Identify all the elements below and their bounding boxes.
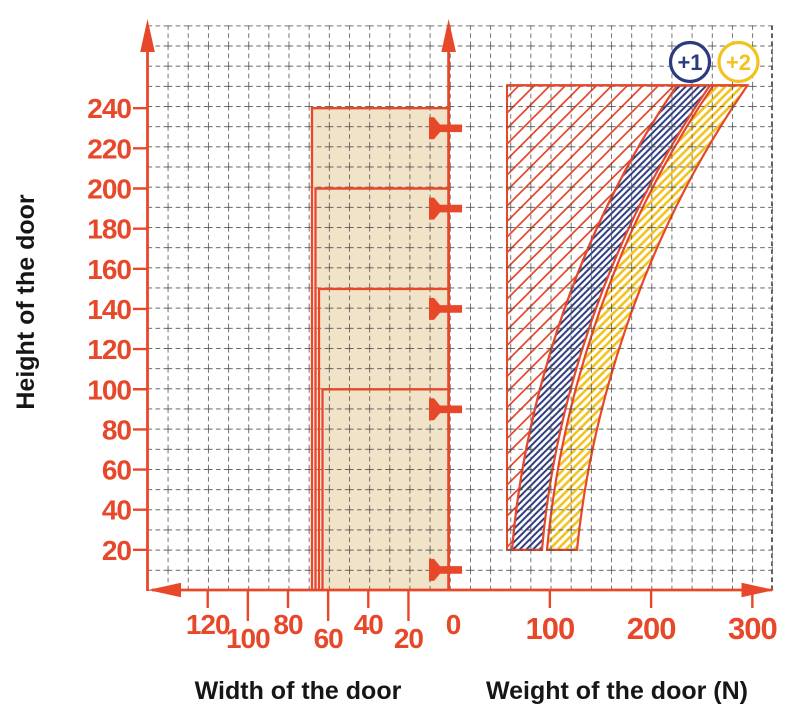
weight-tick-label: 100 [525, 611, 574, 646]
badge-plus1-label: +1 [677, 50, 702, 75]
height-tick-label: 160 [87, 254, 131, 285]
height-tick-label: 20 [102, 535, 132, 566]
up-arrow-icon [140, 19, 155, 52]
width-tick-label: 20 [394, 623, 424, 654]
right-arrow-icon [741, 582, 775, 598]
height-tick-label: 140 [87, 294, 131, 325]
height-tick-label: 240 [87, 93, 131, 124]
width-tick-label: 40 [354, 609, 384, 640]
width-axis-ticks [206, 590, 410, 621]
bottom-axis [148, 582, 775, 621]
zero-axis [441, 19, 456, 591]
width-tick-labels: 120 100 80 60 40 20 0 [186, 609, 462, 654]
height-axis-ticks [133, 107, 148, 552]
weight-tick-label: 300 [728, 611, 777, 646]
height-tick-label: 40 [102, 495, 132, 526]
width-tick-label: 100 [226, 623, 270, 654]
badge-plus2-label: +2 [726, 50, 751, 75]
height-tick-label: 220 [87, 133, 131, 164]
height-axis [133, 19, 155, 591]
height-tick-label: 100 [87, 374, 131, 405]
height-tick-label: 180 [87, 214, 131, 245]
height-tick-labels: 240 220 200 180 160 140 120 100 80 60 40… [87, 93, 132, 566]
badge-plus2: +2 [717, 40, 760, 84]
width-tick-label: 120 [186, 609, 230, 640]
height-tick-label: 120 [87, 334, 131, 365]
height-axis-title: Height of the door [12, 194, 40, 410]
badge-plus1: +1 [668, 40, 712, 84]
weight-tick-label: 200 [627, 611, 676, 646]
width-tick-label: 0 [446, 609, 461, 640]
height-tick-label: 200 [87, 174, 131, 205]
height-tick-label: 60 [102, 455, 132, 486]
width-axis-title: Width of the door [195, 677, 402, 705]
weight-tick-labels: 100 200 300 [525, 611, 777, 646]
width-tick-label: 80 [273, 609, 303, 640]
weight-axis-title: Weight of the door (N) [486, 677, 748, 705]
height-tick-label: 80 [102, 414, 132, 445]
width-tick-label: 60 [314, 623, 344, 654]
door-width-zone-outlines [310, 107, 449, 590]
up-arrow-icon [441, 19, 456, 52]
left-arrow-icon [148, 582, 181, 598]
weight-axis-ticks [548, 590, 754, 608]
